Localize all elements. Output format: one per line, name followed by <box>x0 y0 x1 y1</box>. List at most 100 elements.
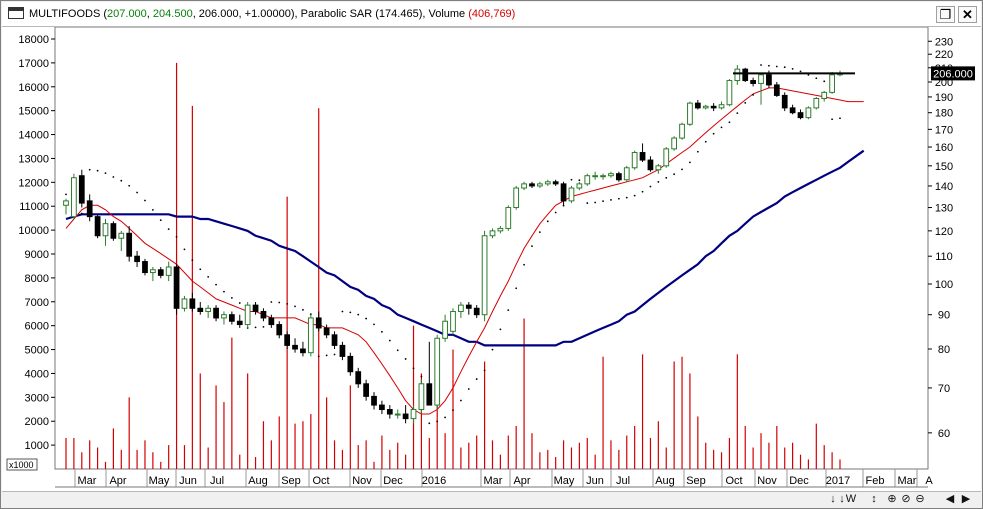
candle-body <box>797 112 804 119</box>
candle-body <box>221 314 227 319</box>
candle-body <box>307 317 314 354</box>
volume-axis-label: 3000 <box>25 392 49 404</box>
sar-dot <box>704 140 707 143</box>
candle-body <box>323 327 330 336</box>
month-label: May <box>149 475 170 487</box>
price-axis-label: 90 <box>938 310 950 322</box>
candle-body <box>647 159 654 171</box>
scroll-down-icon-2[interactable]: ↓ <box>839 493 845 505</box>
sar-dot <box>175 235 178 238</box>
sar-dot <box>633 194 636 197</box>
candle-body <box>252 304 259 312</box>
price-chart[interactable]: 1000 2000 3000 4000 5000 6000 7000 8000 9000 1000… <box>2 26 981 491</box>
candle-body <box>489 230 496 237</box>
month-label: Nov <box>757 475 777 487</box>
sar-dot <box>570 178 573 181</box>
price-axis-label: 160 <box>935 142 953 154</box>
sar-dot <box>602 200 604 203</box>
divider-arrow-icon[interactable]: ↕ <box>871 493 877 505</box>
sar-dot <box>286 302 289 305</box>
chart-title: MULTIFOODS (207.000, 204.500, 206.000, +… <box>29 8 516 20</box>
candle-body <box>781 94 788 109</box>
zoom-minus-icon[interactable]: ⊖ <box>915 493 925 505</box>
plot-area[interactable]: 1000 2000 3000 4000 5000 6000 7000 8000 9000 1000… <box>2 26 981 491</box>
sar-dot <box>696 150 699 153</box>
candle-body <box>592 175 599 178</box>
candle-body <box>150 269 156 274</box>
candle-body <box>410 409 417 420</box>
candle-body <box>773 84 780 96</box>
sar-dot <box>515 287 518 290</box>
price-axis-label: 60 <box>938 428 950 440</box>
month-label: Aug <box>655 475 675 487</box>
sar-dot <box>610 199 612 201</box>
price-axis-label: 130 <box>935 203 953 215</box>
sar-dot <box>641 190 644 193</box>
volume-axis-label: 10000 <box>18 225 49 237</box>
sar-dot <box>309 313 312 316</box>
arrow-left-icon[interactable]: ◀ <box>945 493 955 505</box>
candle-body <box>236 320 243 326</box>
sar-dot <box>167 228 170 231</box>
candle-body <box>615 173 622 181</box>
candle-body <box>165 266 172 276</box>
candle-body <box>473 307 480 316</box>
candle-body <box>94 216 101 237</box>
sar-dot <box>199 268 202 271</box>
price-axis-label: 220 <box>935 49 953 61</box>
candle-body <box>600 175 606 178</box>
sar-dot <box>523 263 525 266</box>
price-axis-label: 230 <box>935 36 953 48</box>
sar-dot <box>230 297 233 299</box>
sar-dot <box>254 326 257 329</box>
sar-dot <box>144 199 146 202</box>
volume-axis-label: 14000 <box>18 130 49 142</box>
candle-body <box>78 175 85 204</box>
price-axis-label: 150 <box>935 161 953 173</box>
sar-dot <box>294 305 296 308</box>
sar-value: (174.465) <box>375 8 423 20</box>
sar-dot <box>594 201 597 204</box>
close-window-icon[interactable]: ✕ <box>958 6 977 23</box>
candle-body <box>789 107 796 114</box>
candle-body <box>173 266 180 309</box>
price-axis-label: 140 <box>935 181 953 193</box>
candle-body <box>450 310 456 332</box>
zoom-circle-icon[interactable]: ⊘ <box>901 493 911 505</box>
candle-body <box>292 344 298 350</box>
symbol-label: MULTIFOODS <box>29 8 101 20</box>
sar-dot <box>617 197 620 200</box>
candle-body <box>671 137 678 150</box>
moving-average-long <box>65 149 865 347</box>
candle-body <box>544 181 551 185</box>
sar-dot <box>404 358 407 360</box>
zoom-plus-icon[interactable]: ⊕ <box>887 493 897 505</box>
month-label: Nov <box>352 475 372 487</box>
sar-dot <box>689 161 691 164</box>
candle-body <box>110 223 117 239</box>
sar-dot <box>420 375 423 378</box>
volume-axis-label: 15000 <box>18 106 49 118</box>
volume-axis-label: 17000 <box>18 58 49 70</box>
sar-dot <box>88 168 91 171</box>
candle-body <box>655 165 662 171</box>
restore-window-icon[interactable]: ❐ <box>936 6 955 23</box>
bottom-nav-bar: ↓ ↓ W ↕ ⊕ ⊘ ⊖ ◀ ▶ <box>2 491 981 508</box>
sar-dot <box>388 339 391 342</box>
scroll-down-icon[interactable]: ↓ <box>830 493 836 505</box>
sar-dot <box>104 172 107 175</box>
candle-body <box>829 74 835 93</box>
sar-dot <box>373 323 375 326</box>
candle-body <box>355 371 362 385</box>
candle-body <box>268 317 275 326</box>
sar-dot <box>475 378 478 380</box>
period-selector[interactable]: W <box>845 493 857 505</box>
month-label: 2017 <box>826 475 850 487</box>
sar-dot <box>96 169 99 172</box>
sar-dot <box>578 179 581 182</box>
sar-dot <box>657 181 660 183</box>
sar-dot <box>128 184 131 187</box>
sar-dot <box>586 202 589 204</box>
arrow-right-icon[interactable]: ▶ <box>961 493 971 505</box>
candle-body <box>181 298 188 309</box>
